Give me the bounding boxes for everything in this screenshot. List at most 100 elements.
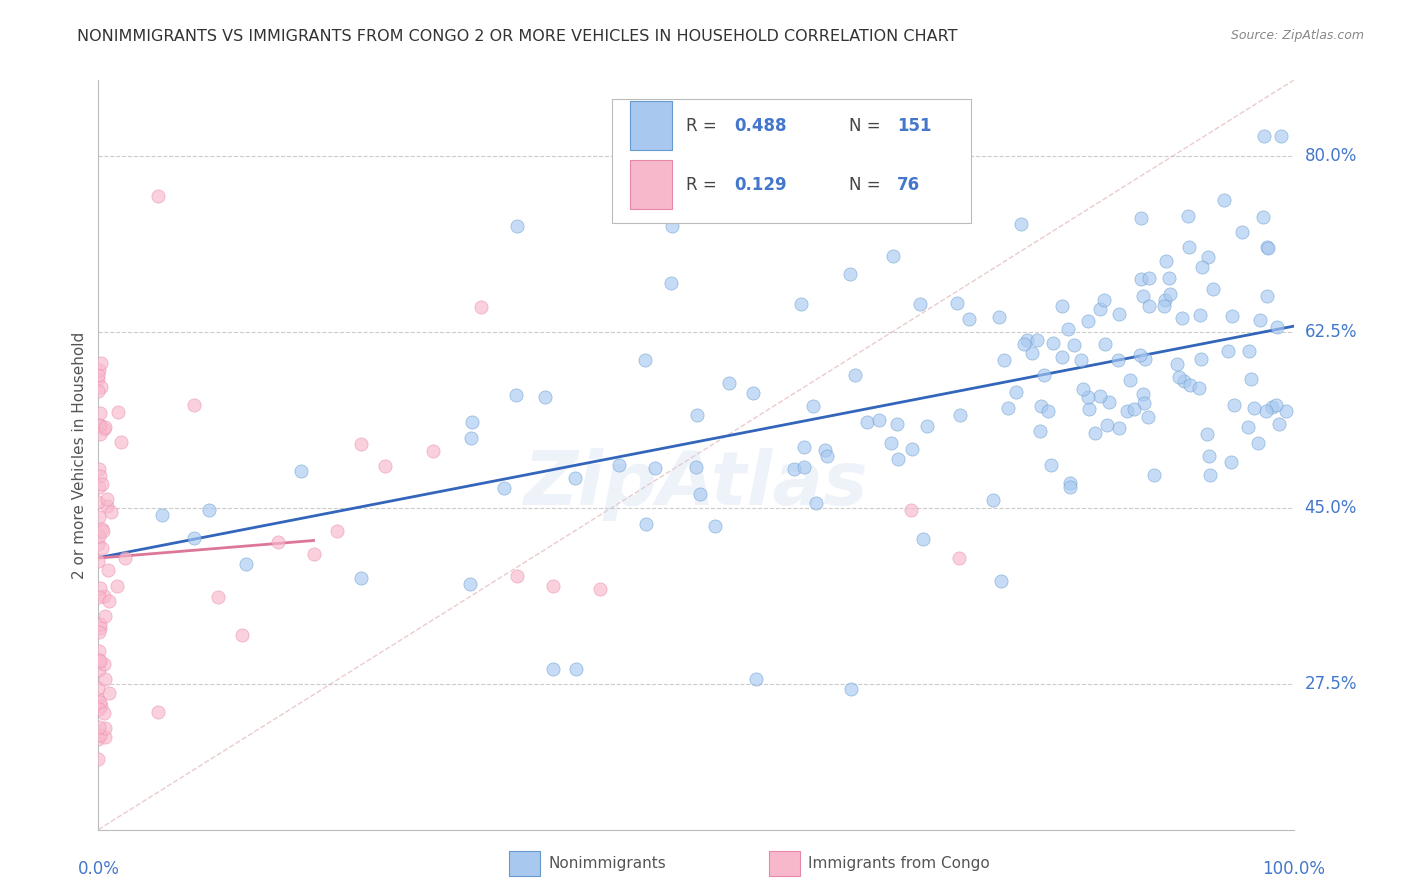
- Point: [87, 732, 110, 747]
- Text: 80.0%: 80.0%: [1305, 146, 1357, 165]
- Point: [1178, 378, 1201, 392]
- Point: [946, 296, 969, 310]
- Point: [506, 219, 529, 233]
- Point: [1199, 468, 1222, 483]
- Point: [1274, 403, 1296, 417]
- Point: [882, 249, 904, 263]
- Point: [949, 408, 972, 422]
- Point: [997, 401, 1019, 415]
- Point: [1028, 424, 1050, 438]
- Point: [1063, 338, 1085, 352]
- Point: [93, 657, 115, 671]
- Bar: [630, 102, 672, 150]
- Point: [1197, 250, 1219, 264]
- Point: [89, 468, 111, 483]
- Point: [87, 653, 110, 667]
- Point: [1108, 307, 1130, 321]
- Point: [801, 399, 824, 413]
- Point: [793, 460, 815, 475]
- Point: [1135, 352, 1157, 367]
- Point: [94, 609, 117, 624]
- Point: [1078, 402, 1101, 417]
- Point: [94, 420, 117, 434]
- Point: [87, 663, 110, 677]
- Point: [541, 579, 564, 593]
- Point: [505, 388, 527, 402]
- Point: [90, 379, 112, 393]
- Point: [89, 617, 111, 632]
- Point: [804, 496, 827, 510]
- Point: [97, 594, 120, 608]
- Text: Source: ZipAtlas.com: Source: ZipAtlas.com: [1230, 29, 1364, 42]
- Text: Immigrants from Congo: Immigrants from Congo: [808, 856, 990, 871]
- Point: [89, 695, 111, 709]
- Point: [89, 621, 111, 635]
- Point: [94, 672, 117, 686]
- Point: [855, 415, 877, 429]
- Point: [1129, 348, 1152, 362]
- Point: [1090, 301, 1112, 316]
- Text: 0.129: 0.129: [734, 176, 787, 194]
- Point: [1071, 382, 1094, 396]
- Text: 100.0%: 100.0%: [1263, 860, 1324, 878]
- Text: N =: N =: [849, 117, 886, 135]
- Point: [105, 579, 128, 593]
- Point: [1154, 254, 1177, 268]
- Point: [87, 384, 110, 398]
- Point: [100, 505, 122, 519]
- Point: [1130, 211, 1153, 225]
- Point: [1239, 343, 1261, 358]
- Point: [183, 531, 205, 545]
- Point: [1265, 398, 1288, 412]
- Point: [87, 554, 110, 568]
- Point: [87, 537, 110, 551]
- Point: [1077, 314, 1099, 328]
- Bar: [630, 161, 672, 209]
- Point: [460, 577, 482, 591]
- Point: [564, 471, 586, 485]
- Point: [534, 390, 557, 404]
- Point: [988, 310, 1011, 324]
- Point: [793, 440, 815, 454]
- Point: [1198, 450, 1220, 464]
- Y-axis label: 2 or more Vehicles in Household: 2 or more Vehicles in Household: [72, 331, 87, 579]
- Point: [993, 353, 1015, 368]
- Point: [1189, 309, 1212, 323]
- Point: [87, 418, 110, 433]
- Point: [1247, 435, 1270, 450]
- Point: [915, 418, 938, 433]
- Point: [1059, 480, 1081, 494]
- Point: [1059, 476, 1081, 491]
- Text: 76: 76: [897, 176, 920, 194]
- Point: [901, 442, 924, 456]
- Text: Nonimmigrants: Nonimmigrants: [548, 856, 666, 871]
- Point: [93, 731, 115, 745]
- Point: [1153, 299, 1175, 313]
- Point: [1052, 299, 1074, 313]
- Point: [93, 706, 115, 720]
- Point: [957, 312, 980, 326]
- Point: [1166, 357, 1188, 371]
- Point: [634, 353, 657, 368]
- Point: [1220, 309, 1243, 323]
- Point: [565, 662, 588, 676]
- Point: [1039, 458, 1062, 472]
- Point: [1222, 398, 1244, 412]
- Point: [1189, 352, 1212, 367]
- Point: [1213, 193, 1236, 207]
- Point: [839, 267, 862, 281]
- Point: [87, 624, 110, 639]
- Point: [1143, 467, 1166, 482]
- Point: [89, 529, 111, 543]
- Point: [912, 533, 935, 547]
- Point: [1253, 128, 1275, 143]
- Point: [1015, 333, 1038, 347]
- Point: [1240, 372, 1263, 386]
- Point: [1137, 409, 1160, 424]
- Point: [267, 535, 290, 549]
- Point: [90, 522, 112, 536]
- Point: [87, 752, 110, 766]
- Point: [1177, 209, 1199, 223]
- Point: [841, 681, 863, 696]
- Point: [1171, 310, 1194, 325]
